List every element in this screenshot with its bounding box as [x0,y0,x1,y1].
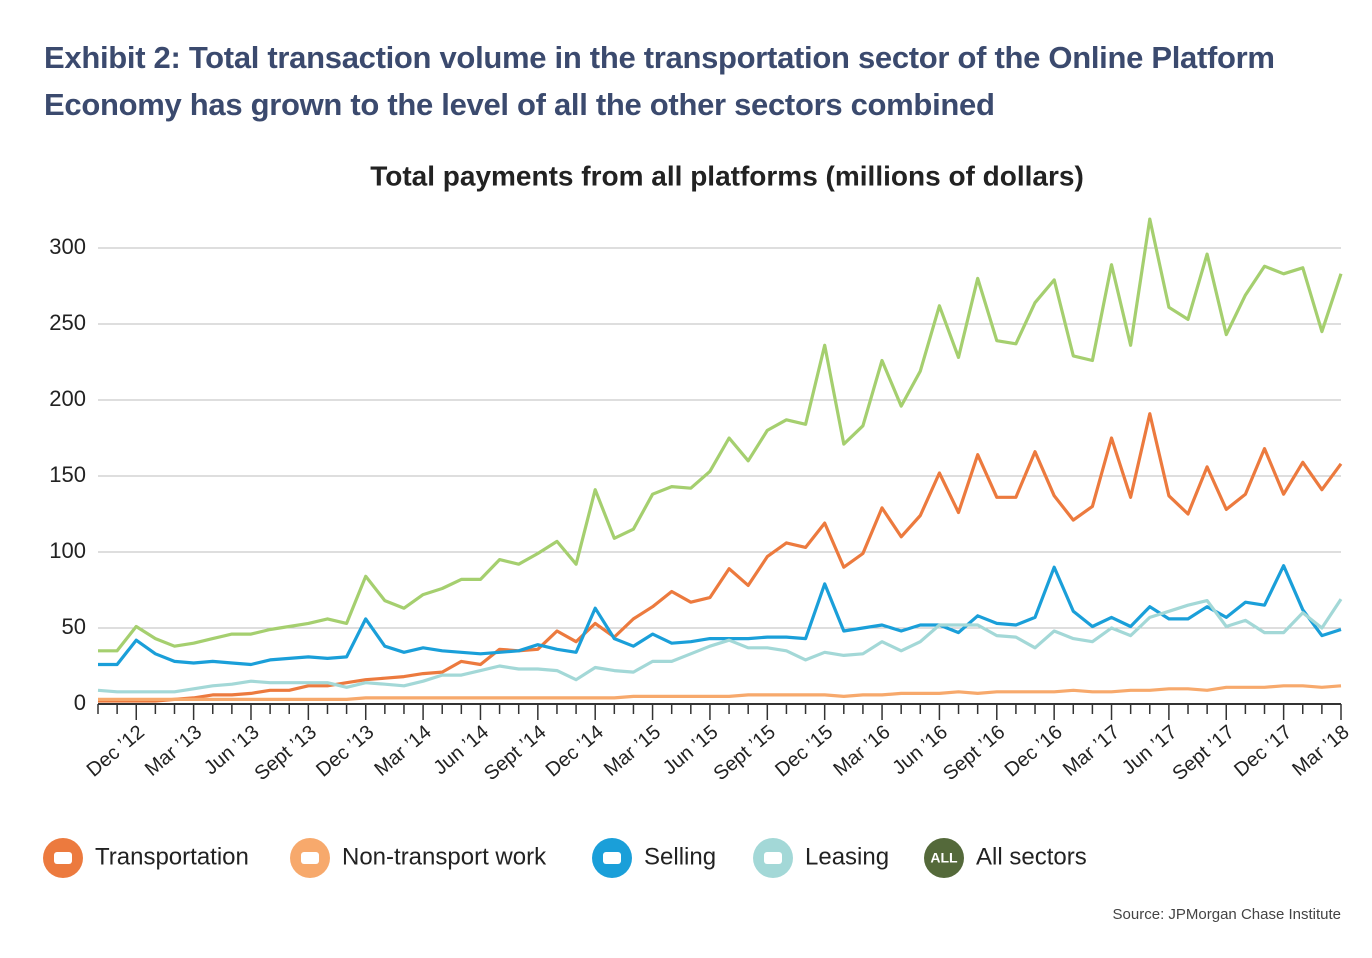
x-tick-label: Dec ’13 [312,721,378,781]
legend-label: Leasing [805,843,889,870]
x-tick-label: Sept ’15 [710,721,780,785]
x-tick-label: Dec ’16 [1001,721,1067,781]
x-tick-label: Dec ’12 [83,721,149,781]
x-tick-label: Mar ’18 [1288,721,1353,781]
y-tick-label: 0 [74,690,86,715]
x-tick-label: Mar ’16 [829,721,894,781]
x-tick-label: Sept ’16 [939,721,1009,785]
series-line [97,598,1343,694]
y-tick-label: 50 [62,614,86,639]
x-tick-label: Dec ’17 [1230,721,1296,781]
legend-icon [54,852,72,864]
y-tick-label: 200 [49,386,86,411]
legend-icon [301,852,319,864]
x-tick-label: Mar ’15 [600,721,665,781]
y-tick-label: 150 [49,462,86,487]
x-tick-label: Dec ’14 [542,721,608,781]
legend-label: Non-transport work [342,843,547,870]
legend-icon [603,852,621,864]
legend-badge: ALL [930,850,958,866]
series-line [98,564,1342,667]
x-tick-label: Mar ’13 [141,721,206,781]
legend-label: Selling [644,843,716,870]
x-tick-label: Mar ’14 [370,721,435,781]
legend-label: All sectors [976,843,1087,870]
series-line [98,217,1343,653]
legend-swatch [924,838,964,878]
x-tick-label: Mar ’17 [1059,721,1124,781]
y-tick-label: 300 [49,234,86,259]
legend-label: Transportation [95,843,249,870]
series-line [98,684,1342,701]
chart-subtitle: Total payments from all platforms (milli… [370,160,1084,191]
series-line [98,412,1343,703]
x-tick-label: Sept ’14 [480,721,550,785]
title: Exhibit 2: Total transaction volume in t… [44,40,1275,122]
source: Source: JPMorgan Chase Institute [1113,906,1341,923]
x-tick-label: Dec ’15 [771,721,837,781]
y-tick-label: 250 [49,310,86,335]
x-tick-label: Sept ’17 [1169,721,1239,785]
y-tick-label: 100 [49,538,86,563]
legend-icon [764,852,782,864]
x-tick-label: Sept ’13 [251,721,321,785]
